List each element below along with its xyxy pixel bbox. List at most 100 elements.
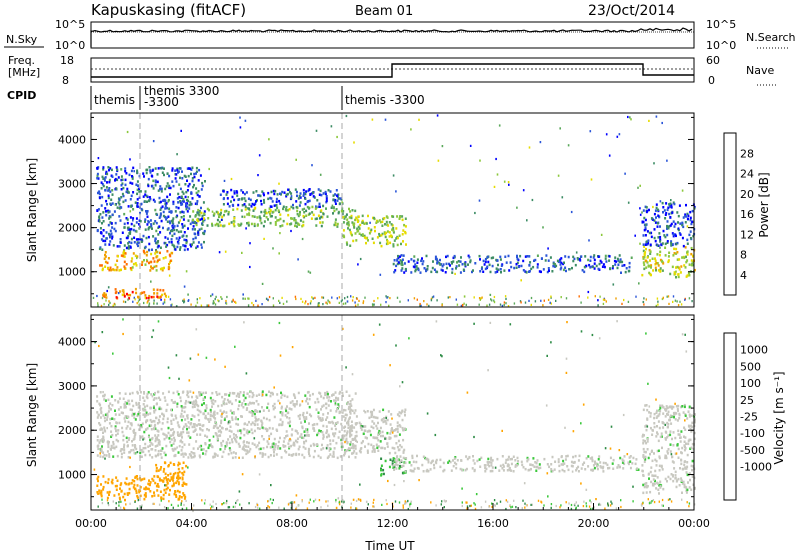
echo-cell [237,407,240,411]
echo-cell [499,268,502,271]
echo-cell [243,440,246,443]
echo-cell [489,293,492,296]
echo-cell [101,222,103,225]
echo-cell [126,187,129,191]
echo-cell [139,190,142,193]
echo-cell [212,455,215,459]
echo-cell [237,442,240,446]
echo-cell [103,398,106,401]
echo-cell [182,200,185,203]
echo-cell [115,445,118,449]
echo-cell [116,206,119,209]
echo-cell [604,461,607,465]
echo-cell [610,425,613,428]
echo-cell [449,296,451,299]
echo-cell [137,238,140,241]
echo-cell [356,218,359,221]
echo-cell [219,213,222,216]
echo-cell [263,237,265,240]
echo-cell [551,270,554,273]
echo-cell [332,450,335,454]
echo-cell [146,215,149,218]
echo-cell [501,429,503,432]
echo-cell [168,266,171,269]
echo-cell [693,268,696,272]
echo-cell [105,299,107,302]
echo-cell [169,440,172,444]
echo-cell [598,337,601,340]
echo-cell [162,289,165,292]
echo-cell [317,304,319,307]
echo-cell [178,425,181,429]
echo-cell [690,430,693,433]
echo-cell [684,266,687,269]
echo-cell [251,414,254,417]
echo-cell [166,206,168,210]
echo-cell [138,227,141,230]
echo-cell [129,216,132,219]
echo-cell [326,416,329,419]
echo-cell [392,229,395,232]
echo-cell [385,422,388,425]
echo-cell [239,391,242,394]
echo-cell [107,211,110,214]
echo-cell [122,252,125,255]
echo-cell [677,228,680,232]
echo-cell [273,386,275,389]
echo-cell [489,321,492,324]
echo-cell [681,446,684,450]
echo-cell [306,411,309,414]
echo-cell [185,483,188,486]
echo-cell [346,221,349,225]
echo-cell [331,420,334,424]
echo-cell [332,198,335,201]
echo-cell [102,391,104,394]
echo-cell [211,293,214,296]
echo-cell [365,222,368,225]
echo-cell [96,395,99,398]
echo-cell [632,500,634,503]
echo-cell [326,430,329,433]
echo-cell [112,244,115,247]
echo-cell [392,464,395,467]
echo-cell [268,138,270,141]
echo-cell [131,391,134,395]
echo-cell [168,261,171,264]
echo-cell [109,190,112,193]
echo-cell [642,300,645,304]
echo-cell [205,391,207,394]
echo-cell [683,435,685,438]
echo-cell [197,179,200,182]
echo-cell [628,261,631,265]
echo-cell [97,177,100,180]
echo-cell [187,434,190,438]
echo-cell [559,258,562,261]
echo-cell [421,463,424,467]
echo-cell [204,434,207,437]
echo-cell [655,411,658,414]
echo-cell [111,175,114,178]
echo-cell [451,271,454,274]
echo-cell [176,489,179,493]
echo-cell [244,396,247,400]
echo-cell [281,423,284,426]
echo-cell [137,403,140,406]
echo-cell [279,402,281,405]
echo-cell [179,219,181,222]
echo-cell [166,417,169,420]
echo-cell [580,330,583,333]
echo-cell [113,418,116,421]
echo-cell [124,401,127,404]
echo-cell [676,407,679,411]
echo-cell [177,451,180,454]
echo-cell [645,332,647,335]
echo-cell [147,300,149,303]
echo-cell [396,424,399,428]
echo-cell [348,207,350,211]
echo-cell [692,261,695,264]
echo-cell [565,371,568,374]
echo-cell [425,269,427,273]
echo-cell [445,262,448,266]
echo-cell [129,502,131,505]
echo-cell [254,505,257,509]
